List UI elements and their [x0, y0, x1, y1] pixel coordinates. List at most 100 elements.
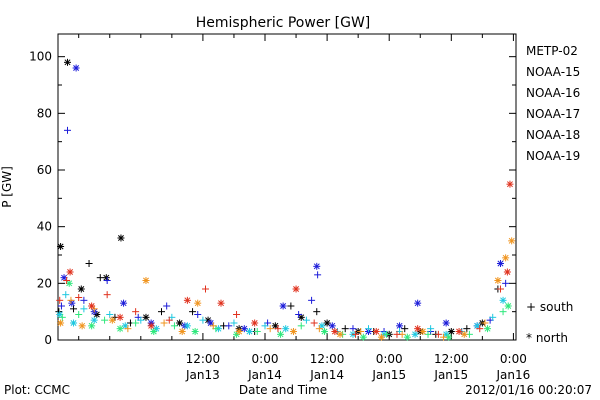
x-axis-label: Date and Time	[239, 383, 327, 397]
point-noaa-19	[310, 319, 318, 327]
y-axis: 0 20 40 60 80 100	[29, 50, 516, 347]
x-tick-time-label: 12:00	[310, 352, 345, 366]
point-noaa-17	[116, 325, 124, 333]
point-noaa-15	[502, 279, 510, 287]
point-noaa-19	[56, 296, 64, 304]
point-noaa-16	[137, 316, 145, 324]
point-noaa-15	[308, 296, 316, 304]
point-noaa-18	[460, 330, 468, 338]
point-noaa-16	[70, 319, 78, 327]
point-noaa-18	[160, 319, 168, 327]
point-noaa-17	[383, 330, 391, 338]
x-tick-date-label: Jan14	[309, 368, 344, 382]
point-noaa-17	[101, 316, 109, 324]
y-tick-label: 20	[37, 276, 52, 290]
point-noaa-15	[496, 260, 504, 267]
point-noaa-16	[62, 291, 70, 299]
point-noaa-16	[427, 325, 435, 333]
point-noaa-19	[88, 302, 96, 310]
point-noaa-16	[90, 316, 98, 324]
point-noaa-18	[178, 328, 186, 335]
point-metp-02	[77, 285, 85, 293]
point-noaa-17	[277, 330, 285, 338]
y-axis-label: P [GW]	[0, 166, 14, 208]
point-noaa-17	[253, 328, 261, 335]
point-noaa-19	[274, 325, 282, 333]
y-tick-label: 100	[29, 50, 52, 64]
point-noaa-18	[357, 328, 365, 335]
point-noaa-19	[434, 330, 442, 338]
point-noaa-15	[63, 126, 71, 134]
marker-legend-south: + south	[526, 300, 573, 314]
x-axis: 12:00 Jan13 0:00 Jan14 12:00 Jan14 0:00 Jan15 12…	[78, 34, 531, 382]
point-noaa-18	[194, 299, 202, 307]
plot-frame	[57, 33, 517, 341]
point-noaa-17	[504, 302, 512, 310]
point-noaa-16	[365, 325, 373, 333]
point-noaa-17	[191, 328, 199, 335]
point-noaa-15	[240, 325, 248, 333]
x-tick-date-label: Jan16	[496, 368, 531, 382]
legend-noaa-15: NOAA-15	[526, 65, 580, 79]
point-noaa-15	[57, 302, 65, 310]
marker-legend-north: * north	[526, 331, 568, 345]
point-noaa-18	[78, 322, 86, 330]
point-metp-02	[287, 302, 295, 310]
y-tick-label: 40	[37, 220, 52, 234]
point-metp-02	[401, 325, 409, 333]
point-noaa-16	[489, 313, 497, 321]
point-noaa-17	[150, 328, 158, 335]
point-noaa-19	[233, 311, 241, 318]
point-noaa-19	[116, 313, 124, 321]
point-noaa-19	[476, 325, 484, 333]
point-metp-02	[117, 234, 125, 242]
point-noaa-19	[147, 322, 155, 330]
point-noaa-18	[124, 325, 132, 333]
point-noaa-19	[66, 268, 74, 276]
point-noaa-15	[295, 311, 303, 318]
point-noaa-18	[57, 319, 65, 327]
x-tick-date-label: Jan14	[247, 368, 282, 382]
point-noaa-17	[75, 311, 83, 318]
y-tick-label: 60	[37, 163, 52, 177]
legend-noaa-16: NOAA-16	[526, 86, 580, 100]
point-noaa-18	[266, 325, 274, 333]
point-noaa-19	[251, 319, 259, 327]
point-noaa-19	[103, 291, 111, 299]
point-noaa-16	[302, 316, 310, 324]
point-noaa-18	[315, 325, 323, 333]
point-noaa-17	[321, 328, 329, 335]
point-noaa-19	[132, 308, 140, 316]
footer-timestamp: 2012/01/16 00:20:07	[465, 383, 592, 397]
point-noaa-19	[63, 277, 71, 284]
point-noaa-17	[424, 330, 432, 338]
point-noaa-17	[58, 313, 66, 321]
x-tick-time-label: 12:00	[434, 352, 469, 366]
point-metp-02	[142, 313, 150, 321]
point-noaa-16	[183, 322, 191, 330]
point-noaa-15	[225, 322, 233, 330]
point-noaa-19	[414, 325, 422, 333]
point-noaa-15	[442, 319, 450, 327]
point-noaa-16	[199, 316, 207, 324]
point-noaa-19	[183, 296, 191, 304]
point-noaa-17	[297, 322, 305, 330]
point-noaa-15	[72, 64, 80, 72]
point-noaa-18	[108, 316, 116, 324]
point-noaa-17	[132, 319, 140, 327]
point-noaa-18	[235, 328, 243, 335]
point-metp-02	[63, 58, 71, 66]
point-noaa-18	[209, 322, 217, 330]
point-noaa-17	[359, 333, 367, 341]
point-noaa-17	[445, 333, 453, 341]
point-noaa-15	[314, 271, 322, 279]
point-noaa-18	[377, 333, 385, 341]
point-noaa-15	[103, 277, 111, 284]
point-noaa-18	[502, 254, 510, 262]
point-noaa-15	[279, 302, 287, 310]
point-noaa-15	[194, 311, 202, 318]
point-noaa-19	[393, 330, 401, 338]
point-noaa-17	[170, 322, 178, 330]
point-noaa-19	[217, 299, 225, 307]
